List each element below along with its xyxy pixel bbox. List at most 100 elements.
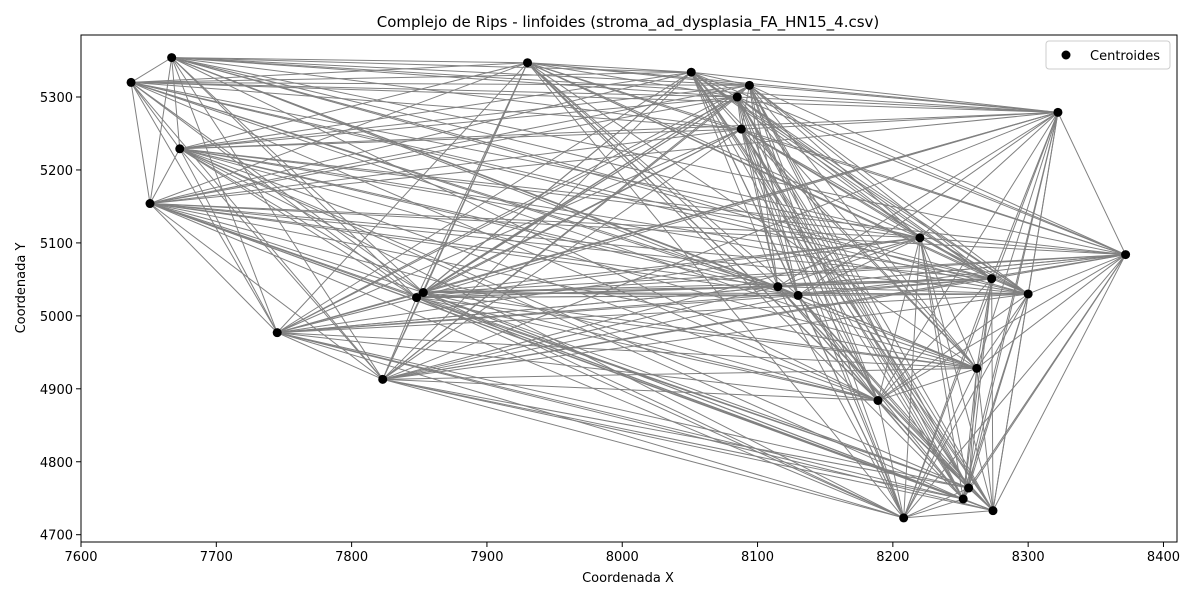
rips-edge xyxy=(149,203,1029,295)
centroid-point xyxy=(964,483,974,493)
y-tick-label: 5100 xyxy=(40,237,73,252)
rips-edge xyxy=(877,237,921,401)
rips-edge xyxy=(877,400,964,500)
rips-edge xyxy=(423,292,1029,295)
rips-edge xyxy=(740,128,970,489)
rips-edge xyxy=(690,72,779,287)
rips-edge xyxy=(423,292,994,512)
rips-edge xyxy=(130,82,417,299)
rips-edge xyxy=(737,96,1126,256)
rips-edge xyxy=(382,128,742,380)
plot-frame xyxy=(80,34,1178,543)
centroid-point xyxy=(915,233,925,243)
rips-edge xyxy=(749,84,992,280)
rips-edge xyxy=(527,62,964,500)
y-axis-ticks: 4700 4800 4900 5000 5100 5200 5300 xyxy=(40,91,81,544)
y-tick-label: 5200 xyxy=(40,164,73,179)
rips-edge xyxy=(691,71,1058,113)
y-tick-label: 4900 xyxy=(40,383,73,398)
rips-edge xyxy=(749,84,1058,113)
rips-edge xyxy=(179,71,692,150)
rips-edge xyxy=(171,57,181,149)
rips-edge xyxy=(149,62,528,204)
rips-edge xyxy=(919,237,970,489)
rips-edge xyxy=(130,57,172,83)
rips-edge xyxy=(1027,254,1126,295)
rips-edge xyxy=(277,297,417,334)
rips-edge xyxy=(130,82,278,333)
rips-edge xyxy=(777,237,921,288)
rips-edge xyxy=(740,85,750,130)
rips-edge xyxy=(968,368,978,489)
rips-edge xyxy=(171,57,750,86)
rips-edge xyxy=(171,57,1126,256)
rips-edge xyxy=(903,368,978,519)
rips-edge xyxy=(740,128,879,401)
rips-edge xyxy=(798,278,992,296)
rips-edge xyxy=(903,293,1029,519)
rips-edge xyxy=(877,112,1059,401)
centroid-point xyxy=(972,363,982,373)
rips-edge xyxy=(149,203,424,293)
rips-edge xyxy=(179,148,424,293)
y-tick-label: 5000 xyxy=(40,310,73,325)
x-axis-label: Coordenada X xyxy=(582,571,674,586)
legend-label: Centroides xyxy=(1090,49,1160,64)
rips-edge xyxy=(903,112,1059,519)
rips-edge xyxy=(276,332,383,380)
rips-edge xyxy=(382,293,1029,380)
centroid-point xyxy=(1053,107,1063,117)
rips-edge xyxy=(748,85,994,511)
rips-edge xyxy=(968,293,1029,489)
rips-edge xyxy=(382,367,977,380)
rips-edge xyxy=(149,203,992,280)
x-tick-label: 8100 xyxy=(741,550,774,565)
rips-edge xyxy=(179,148,879,401)
rips-edge xyxy=(741,128,1126,256)
rips-edge xyxy=(749,84,921,239)
rips-edge xyxy=(527,62,978,369)
rips-edge xyxy=(149,203,799,296)
centroid-points xyxy=(126,53,1131,523)
rips-edge xyxy=(149,111,1058,205)
rips-edge xyxy=(382,237,921,380)
rips-edge xyxy=(416,237,920,299)
rips-edge xyxy=(416,297,904,519)
rips-edge xyxy=(991,254,1126,280)
centroid-point xyxy=(1023,289,1033,299)
x-axis-ticks: 7600 7700 7800 7900 8000 8100 8200 8300 8400 xyxy=(64,542,1180,565)
rips-edge xyxy=(382,286,778,380)
rips-edge xyxy=(416,297,969,489)
rips-edge xyxy=(798,254,1126,296)
rips-edge xyxy=(749,84,1126,256)
rips-edge xyxy=(149,203,278,333)
rips-edge xyxy=(748,85,970,489)
centroid-point xyxy=(736,124,746,134)
centroid-point xyxy=(732,92,742,102)
rips-edge xyxy=(877,367,977,401)
x-tick-label: 8300 xyxy=(1012,550,1045,565)
centroid-point xyxy=(145,199,155,209)
rips-edge xyxy=(690,71,742,130)
rips-edge xyxy=(277,332,904,519)
rips-edge xyxy=(976,278,993,369)
rips-edge xyxy=(748,85,905,519)
rips-edge xyxy=(748,85,799,296)
rips-edge xyxy=(416,62,528,298)
x-tick-label: 8200 xyxy=(876,550,909,565)
centroid-point xyxy=(418,288,428,298)
rips-edge xyxy=(149,203,920,239)
rips-edge xyxy=(171,57,799,296)
rips-edge xyxy=(171,57,1058,113)
rips-edge xyxy=(797,111,1059,296)
rips-edge xyxy=(877,293,1029,401)
rips-edge xyxy=(797,237,921,296)
rips-edge xyxy=(877,400,905,519)
rips-edge xyxy=(149,148,181,204)
rips-edge xyxy=(877,278,992,401)
rips-edge xyxy=(277,332,879,401)
rips-edge xyxy=(991,278,1029,295)
rips-edge xyxy=(749,84,1029,295)
rips-edge xyxy=(777,286,905,519)
rips-edge xyxy=(992,254,1127,511)
